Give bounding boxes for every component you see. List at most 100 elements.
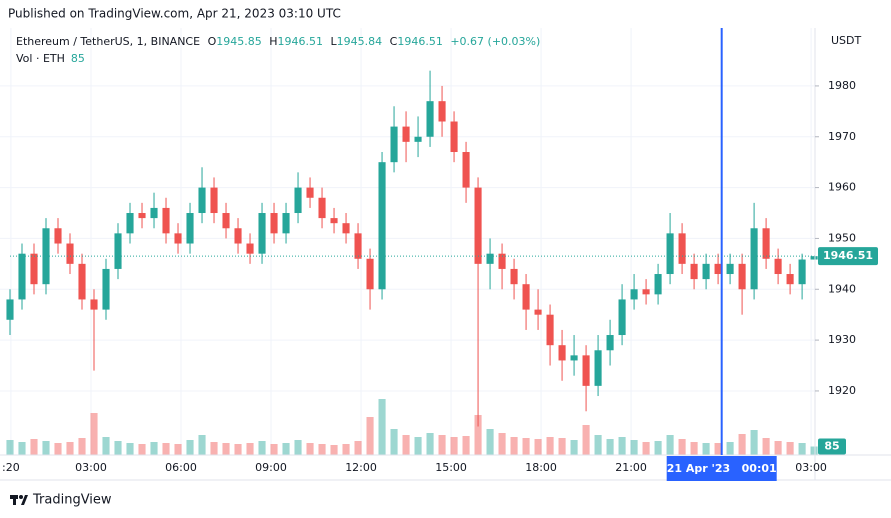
y-tick-label: 1940 [828,282,856,295]
low-value: 1945.84 [337,35,383,48]
candle-body [690,263,698,280]
volume-bar [462,436,470,455]
x-tick-label: 03:00 [75,461,107,474]
volume-bar [246,443,254,455]
volume-axis-label: 85 [824,440,839,453]
candle-body [402,126,410,142]
volume-bar [690,442,698,455]
candle-body [618,299,626,336]
y-axis-label: USDT [831,34,862,47]
volume-bar [90,413,98,455]
candle-body [774,258,782,275]
volume-bar [318,444,326,455]
volume-bar [414,437,422,455]
candle-body [90,299,98,310]
candle-body [282,213,290,234]
volume-bar [486,429,494,455]
candle-body [186,213,194,244]
crosshair-box [666,456,777,481]
volume-bar [438,435,446,455]
volume-bar [570,440,578,455]
candle-body [738,263,746,290]
volume-bar [546,437,554,455]
candle-body [246,243,254,254]
volume-bar [126,443,134,455]
candle-body [306,187,314,198]
candle-body [594,350,602,386]
volume-bar [402,435,410,455]
candle-body [666,233,674,275]
symbol: Ethereum / TetherUS, 1, BINANCE [16,35,200,48]
candle-body [750,228,758,290]
volume-bar [330,445,338,455]
volume-bar [630,440,638,455]
candle-body [270,213,278,234]
volume-bar [210,442,218,455]
brand: TradingView [32,493,112,508]
volume-legend: Vol · ETH 85 [16,52,85,65]
candle-body [798,259,806,285]
volume-box [818,438,846,455]
volume-bar [678,439,686,455]
candle-body [318,197,326,219]
volume-bar [498,433,506,455]
candle-body [162,207,170,234]
candle-body [570,355,578,361]
candle-body [30,253,38,285]
y-tick-label: 1980 [828,79,856,92]
volume-bar [294,440,302,455]
candle-body [330,218,338,224]
candle-body [414,136,422,142]
volume-bar [474,415,482,455]
candle-body [102,268,110,310]
candle-body [66,243,74,264]
candle-body [78,263,86,300]
candle-body [426,101,434,137]
candle-body [630,289,638,300]
volume-bar [762,438,770,455]
candle-body [762,228,770,259]
candle-body [114,233,122,269]
volume-bar [450,437,458,455]
volume-bar [606,439,614,455]
x-tick-label: 09:00 [255,461,287,474]
volume-bar [702,443,710,455]
candle-body [450,121,458,153]
candle-body [726,263,734,275]
volume-bar [654,441,662,455]
close-value: 1946.51 [397,35,443,48]
candle-body [558,345,566,361]
volume-bar [162,443,170,455]
candle-body [534,309,542,315]
volume-bar [42,441,50,455]
candle-body [234,228,242,244]
volume-bar [78,438,86,455]
candle-body [6,299,14,320]
crosshair-label: 21 Apr '23 00:01 [667,462,777,475]
volume-bar [306,443,314,455]
last-price-label: 1946.51 [823,249,873,262]
y-tick-label: 1950 [828,231,856,244]
candle-body [606,335,614,351]
x-tick-label: 21:00 [615,461,647,474]
candle-body [642,289,650,295]
candle-body [498,253,506,269]
last-price-box [818,247,878,266]
candle-body [546,314,554,346]
volume-bar [354,441,362,455]
high-label: H [269,35,277,48]
candle-body [486,253,494,264]
candle-body [786,274,794,285]
candle-body [714,263,722,275]
volume-bar [618,437,626,455]
volume-bar [426,433,434,455]
candle-body [210,187,218,214]
volume-bar [186,440,194,455]
candle-body [510,268,518,285]
y-tick-label: 1930 [828,333,856,346]
volume-bar [666,435,674,455]
candle-body [138,213,146,219]
volume-bar [174,444,182,455]
candle-body [810,256,818,260]
volume-bar [750,430,758,455]
